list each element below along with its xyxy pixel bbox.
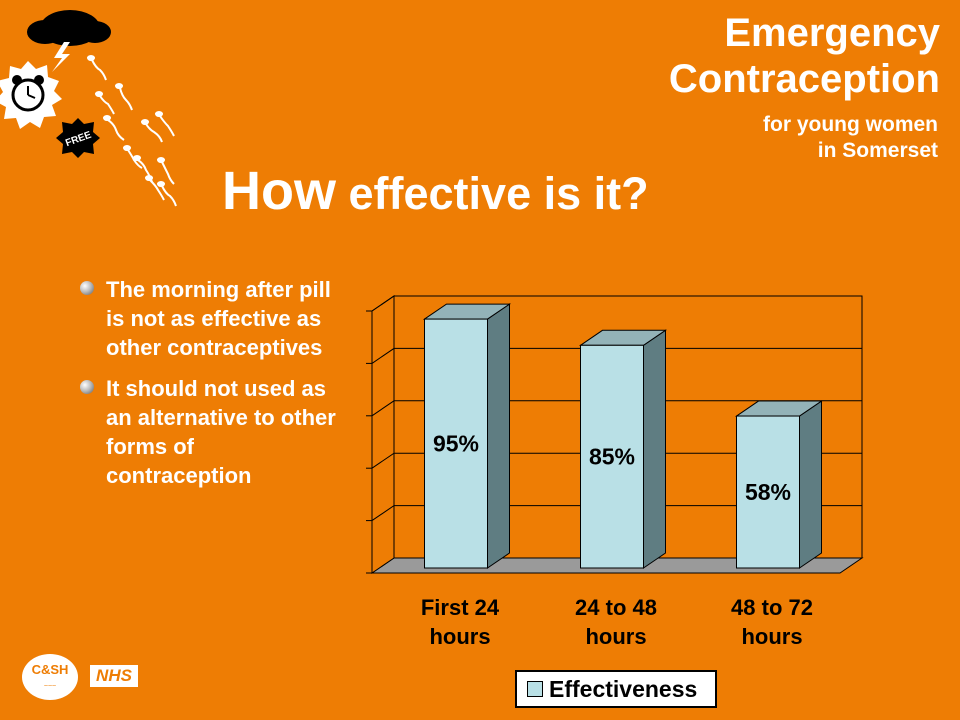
effectiveness-chart: 95% 85% 58% First 24 hours 24 to 48 hours 48 t… xyxy=(366,295,864,649)
bullet-item: The morning after pill is not as effecti… xyxy=(80,275,340,362)
data-label: 58% xyxy=(745,479,791,505)
bars xyxy=(422,303,824,569)
bullet-icon xyxy=(80,380,94,394)
data-label: 85% xyxy=(589,444,635,470)
data-label: 95% xyxy=(433,431,479,457)
bullet-text: It should not used as an alternative to … xyxy=(106,376,336,488)
free-badge-icon: FREE xyxy=(56,118,100,158)
x-tick-label: 24 to 48 hours xyxy=(575,595,657,649)
gridline xyxy=(371,452,862,469)
slide-title-part-1: How xyxy=(222,161,336,221)
alarm-clock-icon xyxy=(0,61,62,129)
tagline: for young women in Somerset xyxy=(763,112,938,164)
tagline-line-1: for young women xyxy=(763,113,938,136)
decorative-illustration: FREE xyxy=(0,10,177,207)
bar-side xyxy=(487,303,510,569)
bullet-icon xyxy=(80,281,94,295)
gridline xyxy=(371,295,862,312)
x-tick-label: First 24 hours xyxy=(421,595,500,649)
brand-line-1: Emergency xyxy=(724,11,940,55)
legend-swatch xyxy=(527,681,543,697)
gridline xyxy=(371,400,862,417)
plot-side-wall xyxy=(371,295,395,574)
bullet-text: The morning after pill is not as effecti… xyxy=(106,277,331,360)
slide-title-part-2: effective is it? xyxy=(336,168,649,219)
svg-text:~~~: ~~~ xyxy=(44,683,56,690)
category-labels: First 24 hours 24 to 48 hours 48 to 72 hours xyxy=(421,595,813,649)
chart-legend: Effectiveness xyxy=(515,670,717,708)
x-tick-label: 48 to 72 hours xyxy=(731,595,813,649)
bullet-item: It should not used as an alternative to … xyxy=(80,374,340,490)
nhs-logo: NHS xyxy=(90,665,138,687)
csh-logo: C&SH ~~~ xyxy=(22,654,78,700)
brand-title: Emergency Contraception xyxy=(669,10,940,102)
bar-side xyxy=(643,329,666,569)
tagline-line-2: in Somerset xyxy=(817,139,938,162)
csh-logo-text: C&SH xyxy=(32,662,69,677)
gridlines xyxy=(366,295,862,574)
bar-side xyxy=(799,400,822,569)
gridline xyxy=(371,347,862,364)
brand-line-2: Contraception xyxy=(668,57,940,101)
gridline xyxy=(371,505,862,522)
storm-cloud-icon xyxy=(27,10,111,72)
bar xyxy=(580,344,644,569)
bar xyxy=(424,318,488,569)
data-labels: 95% 85% 58% xyxy=(433,431,791,505)
bar xyxy=(736,415,800,569)
bullet-list: The morning after pill is not as effecti… xyxy=(80,275,340,502)
legend-label: Effectiveness xyxy=(549,675,698,702)
slide-title: How effective is it? xyxy=(222,160,649,222)
sperm-icon xyxy=(87,55,177,207)
